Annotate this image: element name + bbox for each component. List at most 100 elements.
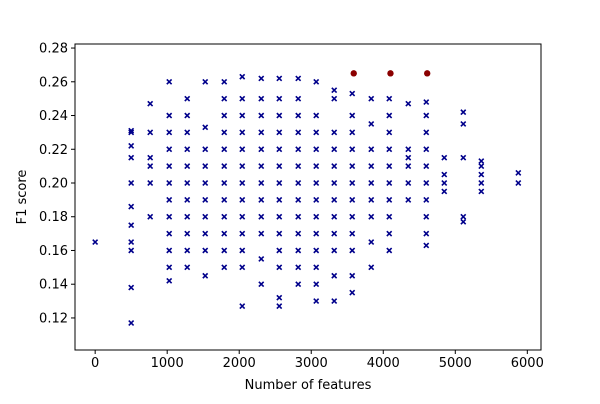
point <box>258 163 265 170</box>
point <box>202 146 209 153</box>
point <box>276 95 283 102</box>
point <box>424 70 431 77</box>
point <box>423 129 430 136</box>
point <box>258 129 265 136</box>
point <box>313 281 320 288</box>
point <box>128 320 135 326</box>
point <box>258 95 265 102</box>
point <box>405 196 412 203</box>
point <box>368 180 375 186</box>
point <box>349 112 356 119</box>
point <box>386 230 393 237</box>
point <box>258 146 265 153</box>
point <box>184 196 191 203</box>
point <box>295 230 302 237</box>
point <box>221 213 228 220</box>
point <box>166 180 173 186</box>
y-tick-label: 0.16 <box>39 244 68 259</box>
point <box>368 264 375 271</box>
x-tick-label: 5000 <box>439 356 472 371</box>
point <box>202 180 209 186</box>
point <box>276 146 283 153</box>
point <box>368 146 375 153</box>
point <box>128 127 135 134</box>
point <box>166 196 173 203</box>
point <box>258 255 265 262</box>
point <box>423 242 430 249</box>
y-axis-label: F1 score <box>15 170 30 225</box>
point <box>184 247 191 254</box>
point <box>405 180 412 186</box>
point <box>386 163 393 170</box>
point <box>460 154 467 161</box>
point <box>423 213 430 220</box>
point <box>441 188 448 195</box>
point <box>239 73 246 80</box>
y-tick-label: 0.14 <box>39 278 68 293</box>
x-tick-label: 0 <box>91 356 99 371</box>
point <box>221 163 228 170</box>
point <box>276 303 283 310</box>
point <box>295 112 302 119</box>
point <box>349 247 356 254</box>
point <box>313 180 320 186</box>
point <box>331 95 338 102</box>
point <box>368 95 375 102</box>
point <box>313 298 320 305</box>
point <box>147 100 154 107</box>
point <box>313 163 320 170</box>
point <box>423 112 430 119</box>
point <box>295 264 302 271</box>
point <box>423 146 430 153</box>
point <box>166 112 173 119</box>
point <box>331 247 338 254</box>
point <box>221 230 228 237</box>
point <box>331 272 338 279</box>
point <box>423 99 430 105</box>
point <box>349 90 356 97</box>
point <box>202 196 209 203</box>
y-tick-label: 0.12 <box>39 311 68 326</box>
point <box>331 180 338 186</box>
point <box>184 146 191 153</box>
point <box>128 129 135 136</box>
point <box>128 203 135 210</box>
point <box>239 230 246 237</box>
point <box>368 163 375 170</box>
point <box>349 213 356 220</box>
point <box>166 129 173 136</box>
point <box>349 180 356 186</box>
point <box>349 230 356 237</box>
point <box>221 180 228 186</box>
point <box>331 298 338 305</box>
point <box>313 196 320 203</box>
point <box>239 180 246 186</box>
y-tick-label: 0.28 <box>39 42 68 57</box>
point <box>239 129 246 136</box>
point <box>331 87 338 94</box>
point <box>313 247 320 254</box>
point <box>405 163 412 170</box>
point <box>239 303 246 310</box>
point <box>184 95 191 102</box>
point <box>128 180 135 186</box>
point <box>441 180 448 186</box>
point <box>350 70 357 77</box>
point <box>313 112 320 119</box>
point <box>239 112 246 119</box>
point <box>147 129 154 136</box>
point <box>128 239 135 246</box>
point <box>295 129 302 136</box>
point <box>276 180 283 186</box>
point <box>184 264 191 271</box>
point <box>239 163 246 170</box>
point <box>166 247 173 254</box>
point <box>331 213 338 220</box>
point <box>92 239 99 246</box>
point <box>349 163 356 170</box>
point <box>128 154 135 161</box>
point <box>276 75 283 82</box>
point <box>258 213 265 220</box>
x-tick-label: 3000 <box>295 356 328 371</box>
point <box>515 169 522 176</box>
